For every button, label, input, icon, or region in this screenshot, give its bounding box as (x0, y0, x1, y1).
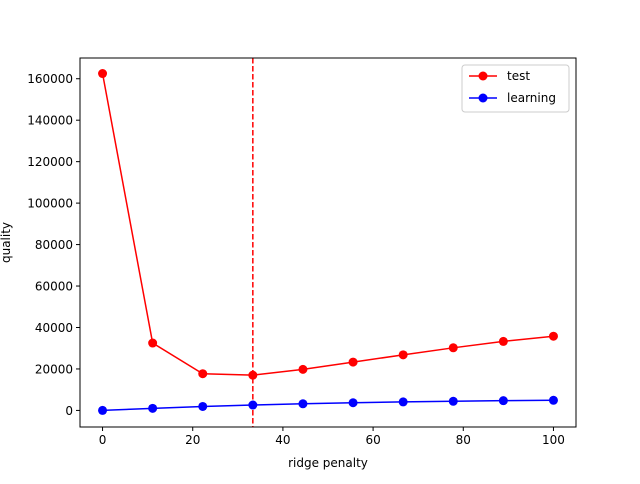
series-line-learning (102, 399, 554, 412)
y-tick-label: 0 (65, 404, 73, 418)
data-point-learning-0 (98, 405, 108, 415)
y-tick-label: 80000 (35, 238, 73, 252)
data-point-learning-8 (498, 396, 508, 406)
x-tick-label: 20 (185, 433, 200, 447)
legend-label-learning: learning (507, 91, 556, 105)
legend-label-test: test (507, 69, 530, 83)
y-tick-label: 160000 (27, 72, 73, 86)
x-axis-label: ridge penalty (288, 456, 368, 470)
legend-marker-learning (478, 93, 488, 103)
data-point-learning-2 (198, 401, 208, 411)
x-tick-label: 80 (456, 433, 471, 447)
x-tick-label: 0 (99, 433, 107, 447)
data-point-learning-9 (548, 395, 558, 405)
legend-marker-test (478, 71, 488, 81)
y-axis-label: quality (0, 222, 13, 263)
y-tick-label: 100000 (27, 197, 73, 211)
data-point-learning-6 (398, 397, 408, 407)
data-point-test-5 (348, 357, 358, 367)
data-point-learning-7 (448, 396, 458, 406)
data-point-test-2 (198, 369, 208, 379)
x-tick-label: 100 (542, 433, 565, 447)
data-point-test-4 (298, 364, 308, 374)
data-point-test-6 (398, 350, 408, 360)
y-tick-label: 140000 (27, 114, 73, 128)
plot-frame (79, 57, 577, 428)
data-point-test-8 (498, 336, 508, 346)
plot-layer (98, 58, 558, 427)
y-tick-label: 120000 (27, 155, 73, 169)
y-tick-label: 20000 (35, 362, 73, 376)
data-point-learning-5 (348, 398, 358, 408)
data-point-learning-3 (248, 400, 258, 410)
series-line-test (101, 73, 554, 376)
legend: test learning (461, 64, 570, 113)
tick-layer: 0 20 40 60 80 100 0 20000 40000 60000 80000 100000 1… (27, 72, 565, 447)
y-tick-label: 40000 (35, 321, 73, 335)
data-point-test-9 (548, 331, 558, 341)
data-point-test-7 (448, 343, 458, 353)
data-point-learning-4 (298, 399, 308, 409)
y-tick-label: 60000 (35, 280, 73, 294)
data-point-test-1 (148, 338, 158, 348)
data-point-test-0 (98, 69, 108, 79)
x-tick-label: 40 (275, 433, 290, 447)
data-point-learning-1 (148, 403, 158, 413)
x-tick-label: 60 (365, 433, 380, 447)
data-point-test-3 (248, 370, 258, 380)
